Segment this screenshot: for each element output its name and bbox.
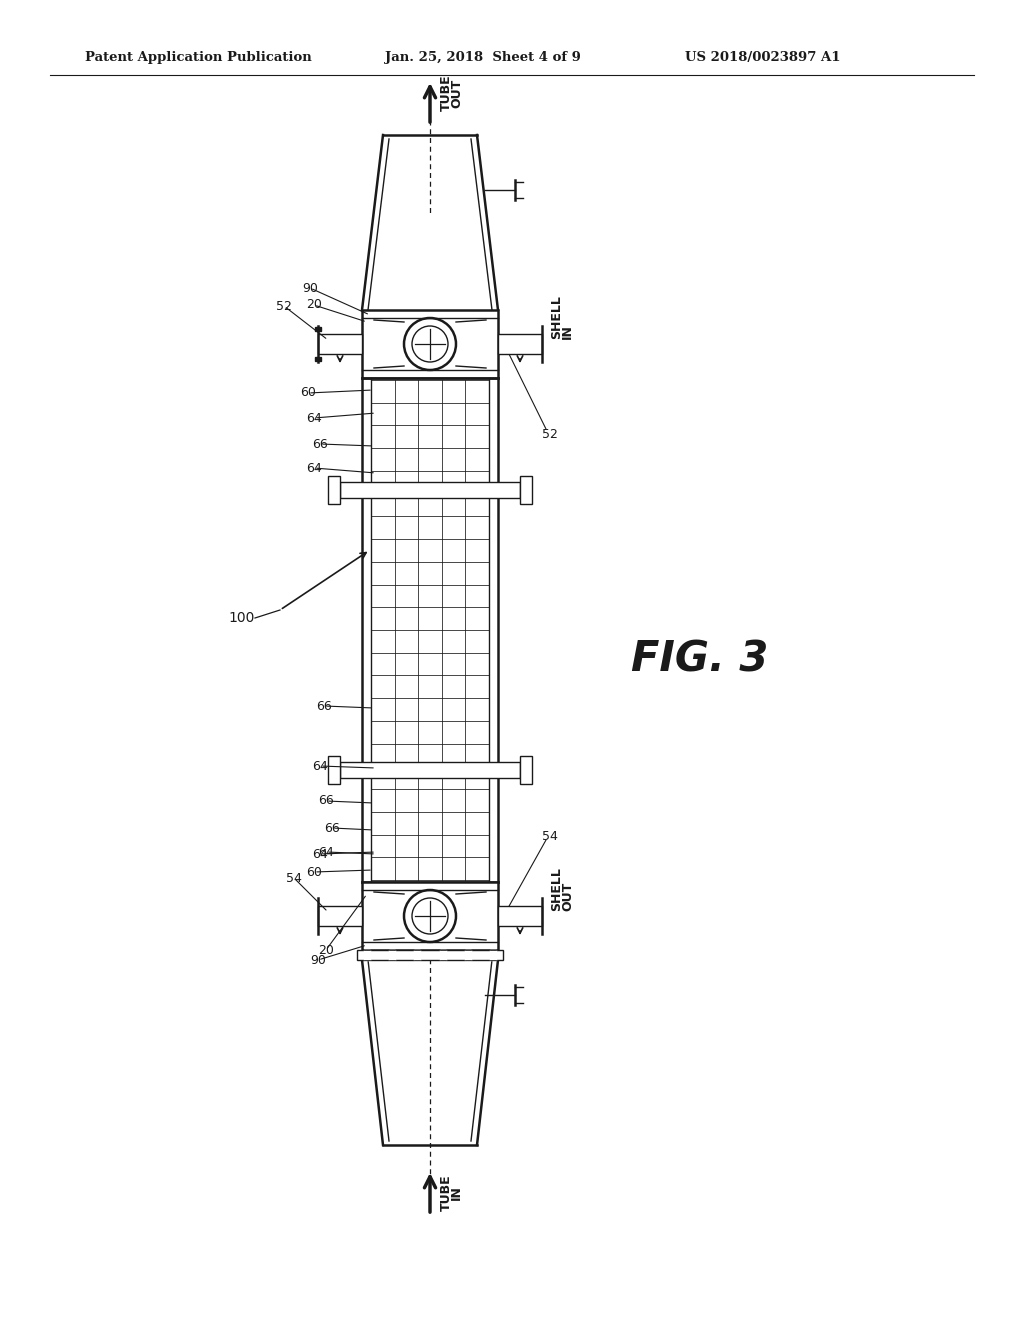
Text: 66: 66: [325, 821, 340, 834]
Bar: [389, 950, 395, 960]
Text: 52: 52: [276, 300, 292, 313]
Text: TUBE: TUBE: [440, 1175, 453, 1210]
Bar: [340, 762, 520, 777]
Text: 54: 54: [286, 871, 302, 884]
Bar: [520, 477, 532, 504]
Bar: [498, 906, 542, 927]
Bar: [364, 950, 370, 960]
Bar: [415, 950, 421, 960]
Bar: [439, 950, 445, 960]
Bar: [357, 950, 503, 960]
Text: 20: 20: [306, 298, 322, 312]
Text: 60: 60: [306, 866, 322, 879]
Text: 52: 52: [542, 428, 558, 441]
Text: OUT: OUT: [450, 78, 463, 108]
Bar: [328, 477, 340, 504]
Text: Patent Application Publication: Patent Application Publication: [85, 51, 311, 65]
Bar: [520, 756, 532, 784]
Text: 60: 60: [300, 387, 316, 400]
Bar: [318, 906, 362, 927]
Text: 66: 66: [312, 437, 328, 450]
Text: 20: 20: [318, 944, 334, 957]
Text: IN: IN: [561, 325, 574, 339]
Bar: [362, 310, 498, 378]
Text: TUBE: TUBE: [440, 75, 453, 111]
Bar: [498, 334, 542, 354]
Bar: [340, 482, 520, 498]
Text: IN: IN: [450, 1185, 463, 1200]
Text: 66: 66: [318, 795, 334, 808]
Bar: [318, 334, 362, 354]
Text: US 2018/0023897 A1: US 2018/0023897 A1: [685, 51, 841, 65]
Text: 54: 54: [542, 829, 558, 842]
Text: 64: 64: [318, 846, 334, 858]
Bar: [465, 950, 471, 960]
Text: 66: 66: [316, 700, 332, 713]
Text: Jan. 25, 2018  Sheet 4 of 9: Jan. 25, 2018 Sheet 4 of 9: [385, 51, 581, 65]
Bar: [328, 756, 340, 784]
Text: 64: 64: [306, 412, 322, 425]
Text: 90: 90: [302, 281, 317, 294]
Bar: [490, 950, 496, 960]
Text: 64: 64: [306, 462, 322, 474]
Text: OUT: OUT: [561, 882, 574, 911]
Bar: [315, 356, 321, 360]
Text: SHELL: SHELL: [550, 867, 563, 911]
Text: 64: 64: [312, 759, 328, 772]
Text: 100: 100: [228, 611, 255, 624]
Bar: [362, 882, 498, 950]
Text: 64: 64: [312, 847, 328, 861]
Bar: [315, 327, 321, 331]
Text: FIG. 3: FIG. 3: [632, 639, 769, 681]
Text: SHELL: SHELL: [550, 296, 563, 339]
Text: 90: 90: [310, 953, 326, 966]
